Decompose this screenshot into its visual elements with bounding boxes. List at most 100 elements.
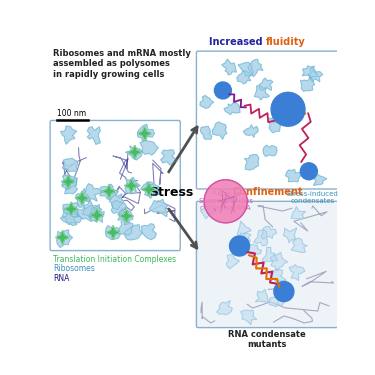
- Text: Stress: Stress: [149, 186, 193, 200]
- Polygon shape: [110, 192, 123, 210]
- Polygon shape: [222, 59, 236, 75]
- Circle shape: [271, 92, 305, 126]
- Text: Confinement: Confinement: [232, 187, 303, 197]
- Polygon shape: [237, 221, 251, 239]
- Polygon shape: [118, 210, 133, 225]
- Polygon shape: [57, 230, 72, 248]
- Polygon shape: [285, 108, 303, 124]
- Polygon shape: [102, 184, 116, 198]
- Text: 100 nm: 100 nm: [57, 109, 86, 118]
- Polygon shape: [284, 228, 297, 243]
- Text: fluidity: fluidity: [266, 36, 306, 46]
- Polygon shape: [124, 225, 142, 240]
- Polygon shape: [61, 126, 77, 144]
- FancyBboxPatch shape: [196, 201, 338, 328]
- Polygon shape: [239, 232, 251, 246]
- Polygon shape: [262, 247, 278, 262]
- Polygon shape: [161, 150, 177, 165]
- Polygon shape: [261, 226, 276, 239]
- Polygon shape: [247, 244, 261, 254]
- Polygon shape: [76, 188, 89, 208]
- Polygon shape: [106, 225, 120, 239]
- Text: RNA: RNA: [53, 274, 70, 283]
- Polygon shape: [87, 127, 100, 144]
- Polygon shape: [142, 183, 156, 196]
- Polygon shape: [285, 101, 301, 114]
- Polygon shape: [60, 209, 82, 225]
- Polygon shape: [138, 127, 152, 140]
- Polygon shape: [271, 112, 286, 123]
- Polygon shape: [124, 179, 138, 193]
- Polygon shape: [200, 126, 212, 139]
- Polygon shape: [263, 145, 277, 156]
- Polygon shape: [141, 224, 156, 240]
- Polygon shape: [62, 175, 75, 189]
- Text: Increased: Increased: [209, 36, 266, 46]
- Polygon shape: [254, 86, 269, 100]
- Text: RNA condensate
mutants: RNA condensate mutants: [228, 330, 306, 349]
- Polygon shape: [62, 178, 77, 194]
- Polygon shape: [90, 209, 104, 222]
- Text: Translation Initiation Complexes: Translation Initiation Complexes: [53, 255, 176, 264]
- Text: Ribosomes: Ribosomes: [53, 264, 95, 273]
- Polygon shape: [269, 117, 280, 133]
- Polygon shape: [308, 68, 322, 82]
- Polygon shape: [200, 96, 213, 108]
- Polygon shape: [285, 170, 301, 182]
- Polygon shape: [105, 226, 120, 240]
- Polygon shape: [254, 230, 268, 246]
- Polygon shape: [217, 300, 232, 315]
- Polygon shape: [302, 66, 318, 79]
- Polygon shape: [259, 78, 273, 91]
- Polygon shape: [77, 206, 94, 222]
- Polygon shape: [120, 209, 134, 223]
- Text: Ribosomes and mRNA mostly
assembled as polysomes
in rapidly growing cells: Ribosomes and mRNA mostly assembled as p…: [53, 49, 191, 79]
- Polygon shape: [141, 184, 159, 196]
- Polygon shape: [289, 265, 305, 280]
- Polygon shape: [237, 71, 252, 84]
- Polygon shape: [62, 158, 78, 171]
- Polygon shape: [291, 207, 306, 219]
- Polygon shape: [270, 252, 288, 271]
- Polygon shape: [125, 177, 140, 194]
- Circle shape: [204, 180, 247, 223]
- Polygon shape: [255, 290, 268, 303]
- Circle shape: [274, 282, 294, 302]
- Polygon shape: [243, 125, 258, 137]
- Text: P-bodies
Stress granules
condense RNA: P-bodies Stress granules condense RNA: [199, 191, 253, 211]
- Polygon shape: [226, 254, 239, 269]
- Polygon shape: [224, 103, 240, 115]
- Polygon shape: [140, 141, 158, 155]
- Polygon shape: [269, 294, 285, 307]
- Polygon shape: [100, 184, 118, 200]
- Polygon shape: [82, 201, 102, 218]
- Polygon shape: [244, 155, 259, 170]
- Polygon shape: [56, 231, 69, 244]
- Polygon shape: [147, 182, 159, 198]
- Circle shape: [230, 236, 249, 256]
- Polygon shape: [64, 202, 78, 216]
- FancyBboxPatch shape: [50, 120, 180, 250]
- Polygon shape: [118, 219, 133, 235]
- Text: Stress-induced
condensates: Stress-induced condensates: [287, 191, 339, 204]
- Polygon shape: [63, 202, 79, 217]
- Polygon shape: [126, 146, 142, 160]
- Polygon shape: [62, 209, 79, 225]
- Circle shape: [214, 82, 231, 99]
- Polygon shape: [150, 199, 168, 217]
- Polygon shape: [89, 204, 104, 222]
- Polygon shape: [200, 204, 215, 219]
- Polygon shape: [291, 238, 307, 253]
- Polygon shape: [111, 200, 126, 214]
- Polygon shape: [75, 191, 89, 205]
- Polygon shape: [241, 310, 256, 325]
- Polygon shape: [238, 63, 253, 76]
- Circle shape: [300, 163, 317, 180]
- FancyBboxPatch shape: [196, 51, 338, 189]
- Polygon shape: [313, 174, 327, 186]
- Polygon shape: [128, 145, 142, 159]
- Polygon shape: [269, 269, 286, 282]
- Polygon shape: [212, 122, 227, 139]
- Polygon shape: [62, 175, 77, 190]
- Polygon shape: [84, 184, 102, 201]
